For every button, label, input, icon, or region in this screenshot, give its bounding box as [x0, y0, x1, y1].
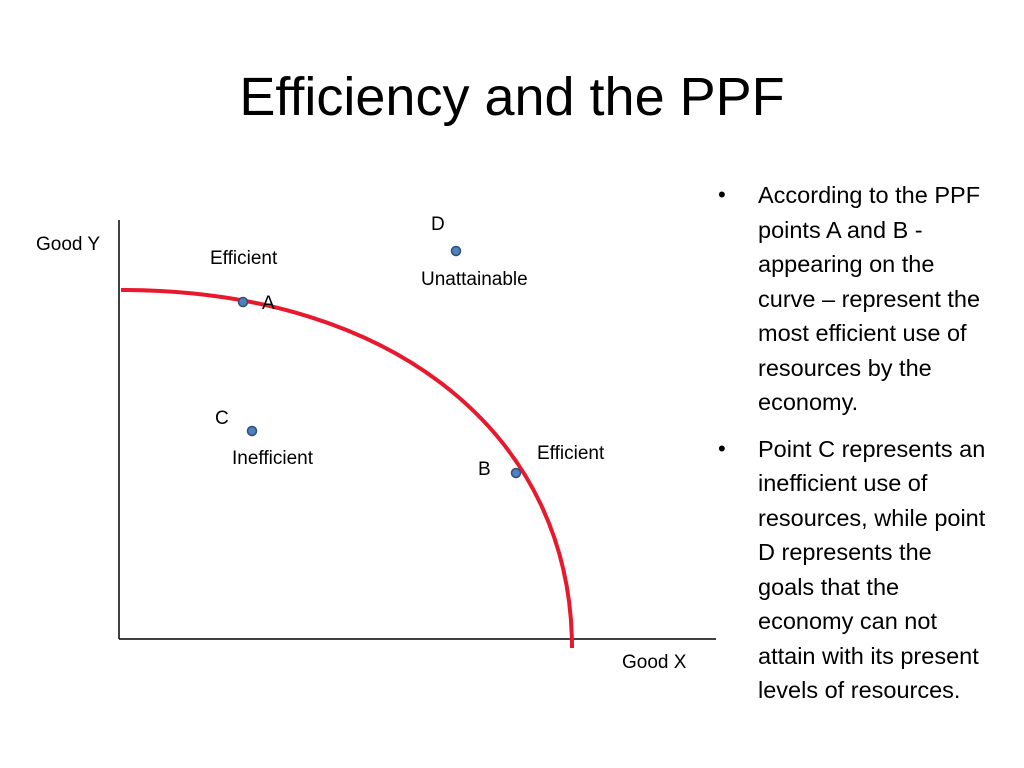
point-c-label: C	[215, 408, 229, 429]
point-b-marker	[510, 467, 522, 479]
axis-y-label: Good Y	[36, 234, 100, 255]
point-a-marker	[237, 296, 249, 308]
ppf-curve	[120, 288, 574, 649]
point-c-marker	[246, 425, 258, 437]
explanation-bullet-2: • Point C represents an inefficient use …	[712, 432, 987, 708]
point-c-status: Inefficient	[232, 448, 314, 469]
point-a-label: A	[262, 293, 275, 314]
explanation-bullet-1: • According to the PPF points A and B - …	[712, 178, 987, 420]
slide-title: Efficiency and the PPF	[239, 67, 785, 127]
point-a-status: Efficient	[210, 248, 278, 269]
bullet-marker: •	[718, 182, 726, 207]
point-d-status: Unattainable	[421, 269, 528, 290]
bullet-marker: •	[718, 435, 726, 461]
bullet-2-text: Point C represents an inefficient use of…	[758, 435, 986, 704]
axis-x-label: Good X	[622, 652, 687, 673]
explanation-list: • According to the PPF points A and B - …	[712, 178, 987, 720]
point-d-marker	[450, 245, 462, 257]
point-b-label: B	[478, 459, 491, 480]
point-d-label: D	[431, 214, 445, 235]
point-b-status: Efficient	[537, 443, 605, 464]
bullet-1-text: According to the PPF points A and B - ap…	[758, 182, 981, 415]
